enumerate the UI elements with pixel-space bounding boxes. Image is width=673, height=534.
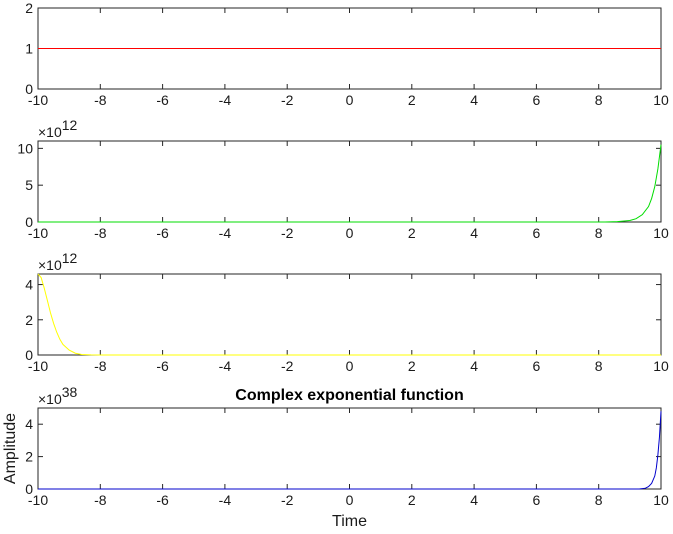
subplot-2: -10 -8 -6 -4 -2 0 2 4 6 8 10 0 5 10 ×1012 bbox=[17, 117, 669, 241]
x-tick-label: 8 bbox=[595, 225, 603, 241]
y-tick-label: 0 bbox=[25, 81, 33, 97]
x-tick-label: 4 bbox=[470, 492, 478, 508]
x-tick-label: 6 bbox=[533, 492, 541, 508]
x-tick-label: 10 bbox=[653, 358, 669, 374]
x-tick-label: 8 bbox=[595, 492, 603, 508]
x-tick-label: 6 bbox=[533, 358, 541, 374]
x-tick-label: -4 bbox=[219, 492, 232, 508]
x-tick-label: -2 bbox=[281, 92, 294, 108]
x-tick-label: -6 bbox=[156, 492, 169, 508]
y-tick-label: 4 bbox=[25, 416, 33, 432]
x-tick-label: 0 bbox=[346, 492, 354, 508]
y-tick-label: 0 bbox=[25, 347, 33, 363]
y-tick-label: 2 bbox=[25, 312, 33, 328]
x-tick-label: -6 bbox=[156, 92, 169, 108]
axes-box bbox=[37, 407, 662, 490]
y-exponent-value: 38 bbox=[62, 384, 78, 400]
x-tick-label: 10 bbox=[653, 492, 669, 508]
x-tick-label: 6 bbox=[533, 225, 541, 241]
x-tick-label: -6 bbox=[156, 225, 169, 241]
x-tick-label: -10 bbox=[28, 358, 48, 374]
x-tick-label: 4 bbox=[470, 92, 478, 108]
y-exponent-label: ×1038 bbox=[38, 384, 78, 407]
x-tick-label: -4 bbox=[219, 92, 232, 108]
x-tick-label: 10 bbox=[653, 92, 669, 108]
x-tick-label: -10 bbox=[28, 492, 48, 508]
x-tick-label: 0 bbox=[346, 225, 354, 241]
x-tick-label: -4 bbox=[219, 225, 232, 241]
y-tick-label: 2 bbox=[25, 0, 33, 16]
x-tick-label: 6 bbox=[533, 92, 541, 108]
x-tick-label: 2 bbox=[408, 358, 416, 374]
axes-box bbox=[37, 140, 662, 223]
subplot-3: -10 -8 -6 -4 -2 0 2 4 6 8 10 0 2 4 ×1012 bbox=[25, 250, 669, 374]
y-tick-label: 10 bbox=[17, 140, 33, 156]
x-tick-label: -2 bbox=[281, 358, 294, 374]
y-exponent-label: ×1012 bbox=[38, 117, 78, 140]
x-tick-label: -8 bbox=[94, 225, 107, 241]
x-tick-label: 2 bbox=[408, 492, 416, 508]
y-tick-label: 5 bbox=[25, 177, 33, 193]
y-tick-label: 2 bbox=[25, 449, 33, 465]
y-axis-label: Amplitude bbox=[2, 413, 19, 484]
x-tick-label: -8 bbox=[94, 492, 107, 508]
x-tick-label: -8 bbox=[94, 92, 107, 108]
x-tick-label: -2 bbox=[281, 492, 294, 508]
x-tick-label: 8 bbox=[595, 358, 603, 374]
x-tick-label: -2 bbox=[281, 225, 294, 241]
x-tick-label: 10 bbox=[653, 225, 669, 241]
y-exponent-value: 12 bbox=[62, 117, 78, 133]
x-tick-label: -10 bbox=[28, 92, 48, 108]
axes-box bbox=[37, 273, 662, 356]
x-axis-label: Time bbox=[332, 513, 367, 530]
x-tick-label: -8 bbox=[94, 358, 107, 374]
y-exponent-label: ×1012 bbox=[38, 250, 78, 273]
chart-title: Complex exponential function bbox=[235, 387, 463, 404]
series-line-3 bbox=[37, 273, 661, 356]
subplot-4: -10 -8 -6 -4 -2 0 2 4 6 8 10 0 2 4 ×1038 Complex expone… bbox=[2, 384, 669, 530]
x-tick-label: 0 bbox=[346, 92, 354, 108]
y-tick-label: 0 bbox=[25, 214, 33, 230]
x-tick-label: -4 bbox=[219, 358, 232, 374]
y-exponent-value: 12 bbox=[62, 250, 78, 266]
x-tick-label: 0 bbox=[346, 358, 354, 374]
y-tick-label: 0 bbox=[25, 481, 33, 497]
series-line-4 bbox=[38, 411, 662, 490]
x-tick-label: -10 bbox=[28, 225, 48, 241]
series-line-2 bbox=[38, 144, 662, 223]
x-tick-label: 2 bbox=[408, 92, 416, 108]
y-tick-label: 4 bbox=[25, 277, 33, 293]
x-tick-label: 4 bbox=[470, 225, 478, 241]
x-tick-label: -6 bbox=[156, 358, 169, 374]
x-tick-label: 8 bbox=[595, 92, 603, 108]
x-tick-label: 2 bbox=[408, 225, 416, 241]
subplot-1: -10 -8 -6 -4 -2 0 2 4 6 8 10 0 1 2 bbox=[25, 0, 669, 108]
y-tick-label: 1 bbox=[25, 41, 33, 57]
x-tick-label: 4 bbox=[470, 358, 478, 374]
